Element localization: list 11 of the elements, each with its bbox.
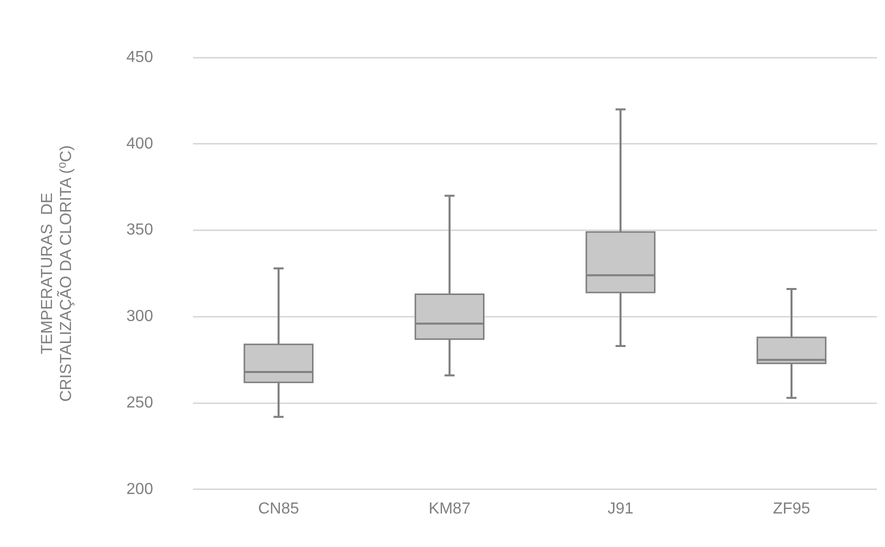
y-tick-label: 250 — [126, 394, 154, 412]
x-tick-label: KM87 — [428, 500, 471, 518]
x-tick-label: ZF95 — [772, 500, 810, 518]
y-tick-label: 400 — [126, 135, 154, 152]
x-tick-label: J91 — [608, 500, 634, 518]
y-tick-label: 300 — [126, 308, 154, 326]
y-tick-label: 350 — [126, 222, 154, 239]
y-axis-title: TEMPERATURAS DE CRISTALIZAÇÃO DA CLORITA (⁰C) — [39, 145, 76, 402]
x-tick-label: CN85 — [258, 500, 300, 518]
y-tick-label: 200 — [126, 480, 154, 498]
y-tick-label: 450 — [126, 49, 154, 66]
